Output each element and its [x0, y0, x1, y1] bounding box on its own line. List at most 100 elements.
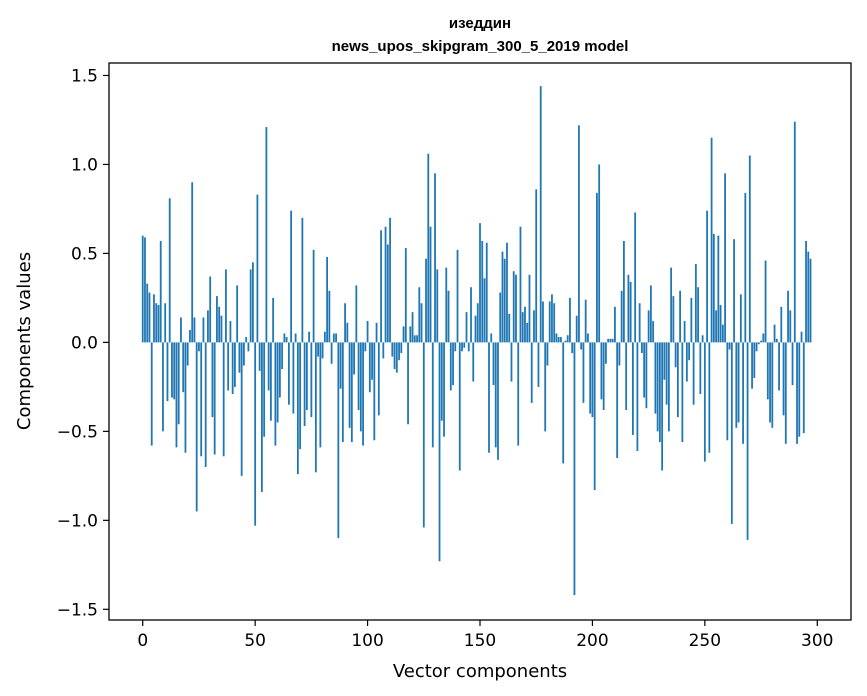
bar [685, 342, 688, 382]
bar [357, 342, 360, 411]
bar [708, 342, 711, 453]
bar [213, 342, 216, 455]
bar [171, 342, 173, 398]
bar [375, 322, 378, 343]
bar [593, 342, 596, 491]
bar [402, 326, 405, 343]
bar [409, 326, 412, 343]
bar [195, 342, 198, 512]
bar [798, 342, 801, 437]
chart-subtitle: news_upos_skipgram_300_5_2019 model [332, 38, 629, 55]
bar [400, 342, 403, 354]
bar [204, 342, 207, 467]
bar [386, 244, 389, 343]
bar [323, 331, 326, 343]
bar [216, 296, 218, 343]
x-axis-ticks: 0 50 100 150 200 250 300 [137, 620, 833, 651]
bar [721, 324, 724, 343]
bar [802, 342, 805, 434]
bar [787, 290, 789, 343]
bar [258, 342, 261, 371]
bar [202, 317, 205, 343]
bar [296, 342, 299, 475]
bar [584, 299, 587, 343]
bar [209, 276, 212, 343]
bar [413, 335, 416, 343]
bar [724, 173, 726, 343]
bar [598, 164, 601, 343]
bar [254, 342, 257, 526]
bar [672, 296, 675, 343]
bar [373, 342, 376, 441]
bar [395, 342, 398, 373]
bar [571, 342, 574, 354]
bar [305, 342, 308, 411]
bar [346, 322, 349, 343]
bar [321, 342, 324, 359]
bar [341, 342, 344, 443]
bar [528, 274, 531, 343]
bar [294, 333, 297, 343]
bar [796, 342, 798, 444]
bar [683, 321, 686, 343]
bar [805, 240, 807, 343]
bar [272, 297, 275, 343]
bar [314, 342, 317, 473]
bar [508, 313, 511, 343]
bar [652, 321, 655, 343]
bar [634, 212, 637, 343]
bar [157, 305, 160, 343]
bar [299, 342, 302, 450]
bar [681, 342, 684, 443]
bar [247, 342, 250, 352]
bar [762, 333, 765, 343]
bar [146, 283, 149, 343]
bar [461, 342, 463, 352]
bar [656, 342, 659, 432]
bar [287, 342, 290, 405]
bar [189, 329, 191, 343]
bar [420, 303, 423, 343]
bar [335, 333, 337, 343]
bar [467, 342, 470, 352]
bar [312, 249, 315, 343]
bar [654, 342, 657, 414]
bar [389, 217, 391, 343]
bar [350, 342, 353, 443]
bar [429, 226, 432, 343]
bar [292, 342, 295, 414]
bar [191, 182, 194, 343]
bar [326, 256, 329, 343]
bar [440, 342, 443, 421]
y-tick-label: 1.5 [71, 66, 98, 86]
bar [562, 342, 565, 464]
bar [625, 342, 628, 411]
bar [483, 278, 486, 343]
x-tick-label: 0 [137, 631, 148, 651]
bar [220, 315, 223, 343]
bar [337, 342, 340, 539]
y-axis-label: Components values [14, 252, 35, 430]
bar [260, 342, 263, 492]
bar [200, 342, 203, 457]
bar [431, 342, 434, 448]
bar [344, 303, 346, 343]
bar [591, 342, 594, 418]
bar [447, 290, 450, 343]
bar [631, 342, 634, 435]
bar [665, 342, 668, 405]
bar [663, 342, 666, 380]
bar [512, 271, 515, 343]
bar [303, 342, 306, 427]
y-axis-ticks: −1.5 −1.0 −0.5 0.0 0.5 1.0 1.5 [57, 66, 109, 620]
bar [267, 342, 270, 391]
bar [645, 342, 648, 409]
bar [809, 258, 812, 343]
bar [355, 285, 358, 343]
bar [551, 294, 553, 343]
bar [780, 306, 783, 343]
bar [470, 287, 472, 343]
bar [368, 342, 371, 393]
bar [243, 342, 245, 366]
bar [155, 303, 158, 343]
